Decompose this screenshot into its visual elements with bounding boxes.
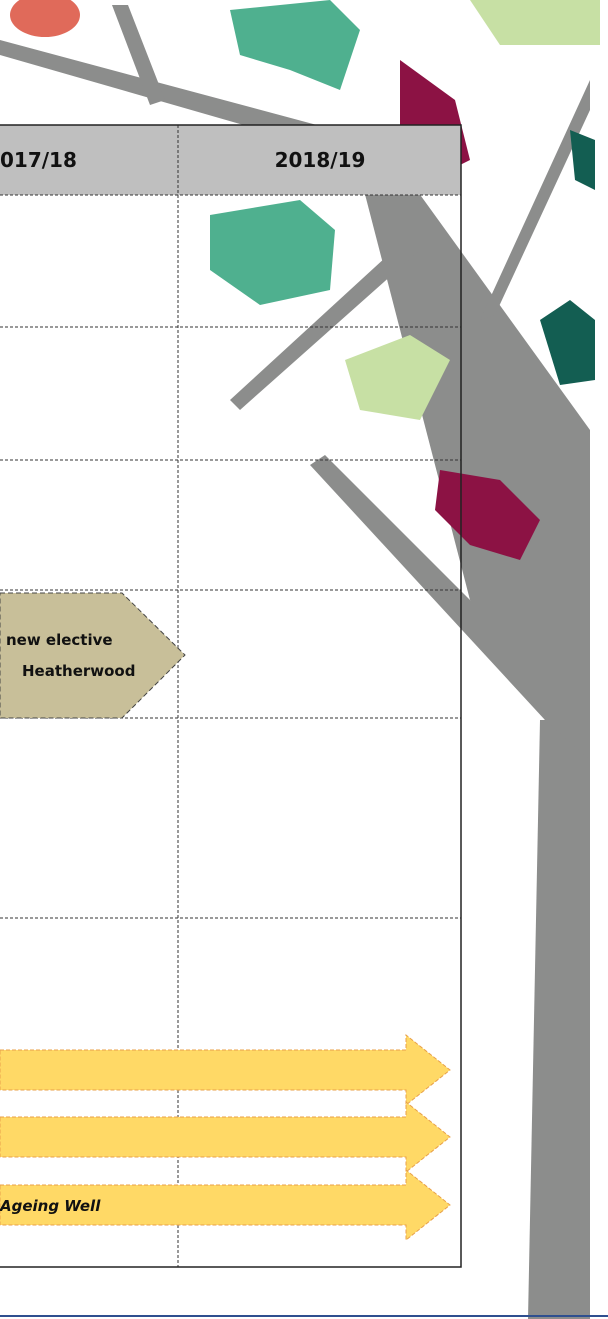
arrow — [0, 1033, 451, 1107]
table: 017/18 2018/19 — [0, 124, 462, 1268]
milestone: new elective Heatherwood — [0, 592, 186, 719]
arrow-label: Ageing Well — [0, 1197, 101, 1215]
arrows: Ageing Well — [0, 1033, 451, 1242]
header-row — [0, 125, 461, 195]
milestone-text: Heatherwood — [22, 662, 135, 680]
arrow — [0, 1168, 451, 1242]
column-header: 017/18 — [0, 148, 77, 172]
column-header: 2018/19 — [275, 148, 366, 172]
table-border — [0, 124, 462, 1268]
arrow — [0, 1100, 451, 1174]
milestone-text: new elective — [6, 631, 113, 649]
